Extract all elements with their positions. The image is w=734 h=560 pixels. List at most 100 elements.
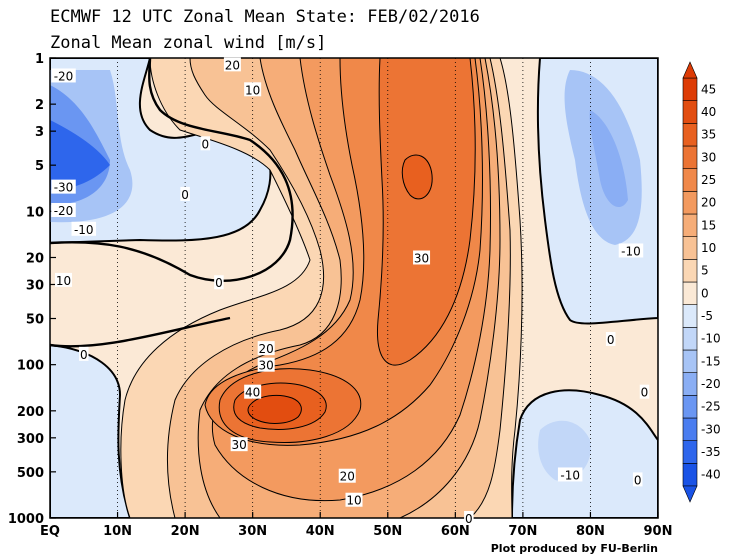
region-polar-lower-neg <box>538 420 591 481</box>
contour-label: 10 <box>245 83 260 97</box>
contour-label-bg <box>632 472 643 487</box>
colorbar-segment <box>682 372 698 396</box>
x-tick-label: 10N <box>103 524 132 539</box>
colorbar-segment <box>682 349 698 373</box>
contour-label-bg <box>338 468 356 483</box>
y-tick-label: 300 <box>17 432 44 447</box>
contour-label: 0 <box>634 473 642 487</box>
colorbar: 45 40 35 30 25 20 15 10 5 0 -5 -10 -15 -20 -25 -30 -35 -4… <box>682 61 721 503</box>
colorbar-segment <box>682 259 698 283</box>
contour-label: -20 <box>54 69 74 83</box>
contour-label-bg <box>180 186 190 201</box>
region-pos-30-upper <box>376 58 476 366</box>
colorbar-top-arrow <box>682 61 698 79</box>
contour-label-bg <box>605 331 616 346</box>
y-tick-label: 10 <box>26 205 44 220</box>
contour-label-bg <box>79 346 89 361</box>
x-tick-label: 30N <box>238 524 267 539</box>
y-tick-label: 20 <box>26 251 44 266</box>
colorbar-label: -30 <box>701 422 721 436</box>
y-tick-label: 1 <box>35 52 44 67</box>
colorbar-segment <box>682 395 698 419</box>
contour-label: 0 <box>641 386 649 400</box>
contour-label: 10 <box>56 274 71 288</box>
contour-label-bg <box>345 492 363 507</box>
colorbar-segment <box>682 191 698 215</box>
colorbar-label: 40 <box>701 105 716 119</box>
contour-label-bg <box>51 179 76 194</box>
contour-label: 30 <box>259 359 274 373</box>
grid-lines <box>117 58 591 518</box>
contour-label-bg <box>413 250 431 265</box>
colorbar-label: -35 <box>701 445 721 459</box>
colorbar-label: 5 <box>701 264 709 278</box>
plot-area: EQ 10N 20N 30N 40N 50N 60N 70N 80N 90N 1 2 3 5 10 20 30… <box>8 52 673 539</box>
contour-label-bg <box>618 243 644 258</box>
contour-label: 0 <box>202 137 210 151</box>
contour-label: 40 <box>245 386 260 400</box>
contour-label: -20 <box>54 204 74 218</box>
colorbar-label: 0 <box>701 286 709 300</box>
region-pos-40 <box>247 394 302 424</box>
y-tick-label: 30 <box>26 278 44 293</box>
colorbar-bottom-arrow <box>682 485 698 503</box>
colorbar-segment <box>682 463 698 487</box>
contour-label: 0 <box>465 512 473 526</box>
credit-text: Plot produced by FU-Berlin <box>491 542 658 555</box>
contour-label: 0 <box>80 348 88 362</box>
colorbar-label: 20 <box>701 196 716 210</box>
colorbar-label: -20 <box>701 377 721 391</box>
contour-label-bg <box>55 272 73 287</box>
zero-contour-lower <box>50 316 231 348</box>
colorbar-segment <box>682 304 698 328</box>
contour-label-bg <box>244 384 262 399</box>
contour-label-bg <box>257 357 275 372</box>
contour-label-bg <box>230 437 248 452</box>
contour-label-bg <box>257 341 275 356</box>
colorbar-label: 35 <box>701 128 716 142</box>
x-axis: EQ 10N 20N 30N 40N 50N 60N 70N 80N 90N <box>40 512 672 539</box>
contour-label-bg <box>557 467 583 482</box>
contour-label: 10 <box>346 494 361 508</box>
colorbar-segment <box>682 236 698 260</box>
y-axis: 1 2 3 5 10 20 30 50 100 200 300 500 1000 <box>8 52 56 527</box>
contour-label: -30 <box>54 181 74 195</box>
x-tick-label: EQ <box>40 524 60 539</box>
x-tick-label: 60N <box>441 524 470 539</box>
y-tick-label: 50 <box>26 313 44 328</box>
y-tick-label: 500 <box>17 466 44 481</box>
colorbar-label: -10 <box>701 332 721 346</box>
x-tick-label: 70N <box>508 524 537 539</box>
contour-label: 20 <box>259 342 274 356</box>
y-tick-label: 2 <box>35 98 44 113</box>
colorbar-label: -15 <box>701 354 721 368</box>
contour-label: 30 <box>414 251 429 265</box>
x-tick-label: 80N <box>576 524 605 539</box>
chart-subtitle: Zonal Mean zonal wind [m/s] <box>50 33 326 53</box>
x-tick-label: 50N <box>373 524 402 539</box>
colorbar-segment <box>682 145 698 169</box>
x-tick-label: 40N <box>306 524 335 539</box>
zero-contour <box>50 58 294 282</box>
y-tick-label: 200 <box>17 405 44 420</box>
colorbar-label: 45 <box>701 82 716 96</box>
contour-label-bg <box>200 136 211 151</box>
contour-label: -10 <box>74 223 94 237</box>
colorbar-segment <box>682 281 698 305</box>
contour-label: 20 <box>340 470 355 484</box>
region-pos-35-upper <box>401 154 433 200</box>
contour-label-bg <box>223 57 241 72</box>
contour-label-bg <box>464 511 474 525</box>
colorbar-segment <box>682 213 698 237</box>
contour-label: 0 <box>607 333 615 347</box>
chart-title: ECMWF 12 UTC Zonal Mean State: FEB/02/20… <box>50 7 480 27</box>
contour-label-bg <box>51 202 76 217</box>
region-polar-neg-15 <box>589 110 628 208</box>
colorbar-segment <box>682 100 698 124</box>
colorbar-segment <box>682 123 698 147</box>
colorbar-label: 25 <box>701 173 716 187</box>
contour-label: -10 <box>560 468 580 482</box>
colorbar-label: 30 <box>701 150 716 164</box>
colorbar-label: 15 <box>701 218 716 232</box>
